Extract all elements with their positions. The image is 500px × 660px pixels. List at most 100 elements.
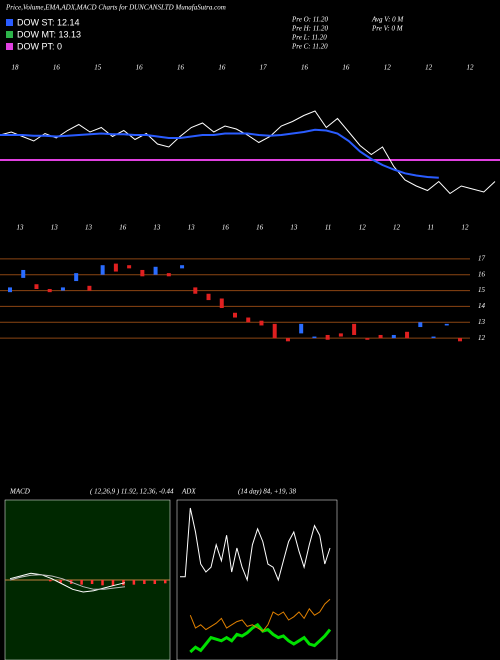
candle xyxy=(21,269,26,278)
legend-text: DOW MT: 13.13 xyxy=(17,29,81,39)
candle xyxy=(180,265,185,269)
date-label: 16 xyxy=(256,224,264,232)
info-text: Pre H: 11.20 xyxy=(291,25,328,33)
date-label: 16 xyxy=(222,224,230,232)
candle xyxy=(100,265,105,275)
y-tick-label: 16 xyxy=(478,270,486,278)
candle xyxy=(259,320,264,326)
candle xyxy=(206,293,211,301)
panel-params: ( 12,26,9 ) 11.92, 12.36, -0.44 xyxy=(90,488,174,496)
candle xyxy=(458,338,462,342)
candle xyxy=(34,284,39,289)
date-label: 12 xyxy=(384,64,392,72)
info-text: Pre V: 0 M xyxy=(371,25,404,33)
candle xyxy=(285,338,290,342)
candle xyxy=(338,333,343,337)
candle xyxy=(8,287,12,293)
series-line xyxy=(0,110,496,195)
candle xyxy=(47,288,52,293)
y-tick-label: 14 xyxy=(478,302,486,310)
legend-text: DOW ST: 12.14 xyxy=(17,17,80,27)
date-label: 11 xyxy=(428,224,434,232)
candle xyxy=(166,273,171,277)
candle xyxy=(418,322,423,328)
hist-bar xyxy=(90,580,94,584)
y-tick-label: 15 xyxy=(478,286,486,294)
panel xyxy=(176,499,338,660)
hist-bar xyxy=(101,580,104,586)
y-tick-label: 13 xyxy=(478,318,486,326)
legend-swatch xyxy=(6,43,13,50)
hist-bar xyxy=(143,580,146,584)
candle xyxy=(431,336,436,339)
hist-bar xyxy=(49,580,52,582)
hist-bar xyxy=(59,580,62,583)
date-label: 12 xyxy=(359,224,367,232)
candle xyxy=(272,323,277,339)
info-text: Pre L: 11.20 xyxy=(291,34,327,42)
date-label: 12 xyxy=(425,64,433,72)
date-label: 13 xyxy=(85,224,93,232)
candle xyxy=(299,323,304,334)
y-tick-label: 12 xyxy=(478,334,486,342)
date-label: 13 xyxy=(51,224,59,232)
candle xyxy=(444,323,449,326)
info-text: Pre C: 11.20 xyxy=(291,43,328,51)
date-label: 12 xyxy=(393,224,401,232)
signal-line xyxy=(9,574,126,590)
date-label: 16 xyxy=(218,64,226,72)
candle xyxy=(87,285,92,291)
date-label: 13 xyxy=(290,224,298,232)
candle xyxy=(60,287,65,291)
candle xyxy=(365,338,370,340)
legend-swatch xyxy=(6,31,13,38)
candle xyxy=(405,331,410,339)
info-text: Avg V: 0 M xyxy=(371,16,404,24)
candle xyxy=(153,266,158,275)
adx-line xyxy=(180,507,331,582)
candle xyxy=(113,263,118,272)
date-label: 18 xyxy=(12,64,20,72)
candle xyxy=(352,323,357,335)
hist-bar xyxy=(80,580,83,585)
date-label: 15 xyxy=(94,64,102,72)
date-label: 16 xyxy=(301,64,309,72)
adx-line xyxy=(189,598,331,632)
hist-bar xyxy=(164,580,167,584)
candle xyxy=(312,336,317,339)
panel-params: (14 day) 84, +19, 38 xyxy=(238,488,296,496)
chart-title: Price,Volume,EMA,ADX,MACD Charts for DUN… xyxy=(5,4,226,12)
legend-swatch xyxy=(6,19,13,26)
date-label: 11 xyxy=(325,224,331,232)
candle xyxy=(193,287,198,294)
hist-bar xyxy=(111,580,115,586)
date-label: 13 xyxy=(17,224,25,232)
candle xyxy=(233,312,237,318)
candle xyxy=(391,334,396,339)
date-label: 16 xyxy=(342,64,350,72)
date-label: 12 xyxy=(467,64,475,72)
candle xyxy=(325,334,330,340)
panel-title: ADX xyxy=(181,488,196,496)
candle xyxy=(74,273,79,282)
date-label: 16 xyxy=(53,64,61,72)
date-label: 16 xyxy=(136,64,144,72)
date-label: 13 xyxy=(188,224,196,232)
candle xyxy=(378,334,383,339)
candle xyxy=(246,317,251,323)
date-label: 17 xyxy=(260,64,268,72)
candle xyxy=(140,269,145,277)
y-tick-label: 17 xyxy=(478,254,486,262)
candle xyxy=(219,298,224,309)
date-label: 16 xyxy=(119,224,127,232)
date-label: 12 xyxy=(462,224,470,232)
date-label: 16 xyxy=(177,64,185,72)
series-line xyxy=(0,128,439,179)
hist-bar xyxy=(153,580,157,584)
candle xyxy=(127,265,132,269)
hist-bar xyxy=(132,580,136,585)
adx-line xyxy=(189,622,332,654)
date-label: 13 xyxy=(153,224,161,232)
panel-title: MACD xyxy=(9,488,30,496)
